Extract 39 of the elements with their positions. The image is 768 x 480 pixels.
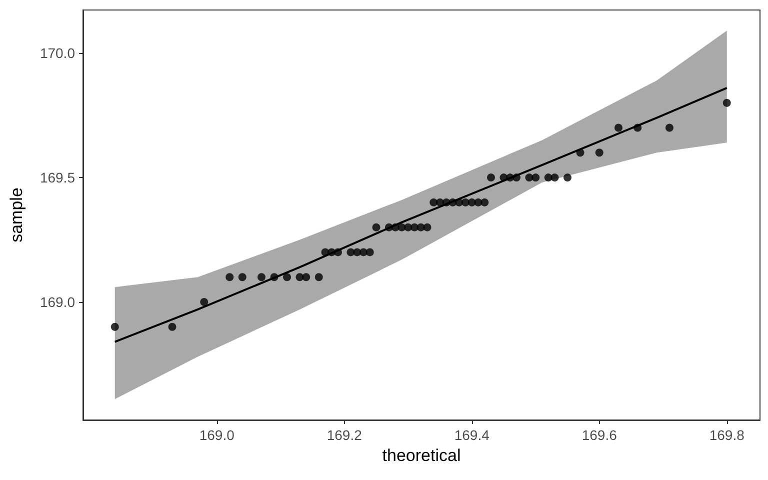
point bbox=[532, 174, 540, 182]
point bbox=[634, 124, 642, 132]
point bbox=[302, 273, 310, 282]
x-tick-label: 169.2 bbox=[326, 427, 362, 443]
point bbox=[595, 148, 604, 157]
x-tick-label: 169.6 bbox=[582, 427, 618, 443]
point bbox=[258, 273, 266, 282]
point bbox=[270, 273, 278, 282]
point bbox=[334, 248, 342, 256]
point bbox=[372, 223, 380, 232]
point bbox=[238, 273, 246, 282]
point bbox=[200, 298, 208, 306]
point bbox=[722, 98, 731, 107]
point bbox=[436, 198, 444, 206]
y-axis-title: sample bbox=[7, 188, 26, 242]
x-tick-label: 169.4 bbox=[454, 427, 490, 443]
point bbox=[168, 322, 176, 331]
point bbox=[314, 273, 323, 282]
point bbox=[283, 273, 291, 282]
point bbox=[563, 174, 572, 182]
y-tick-label: 170.0 bbox=[40, 45, 76, 62]
point bbox=[576, 148, 584, 157]
x-tick-label: 169.0 bbox=[199, 427, 235, 443]
x-axis-title: theoretical bbox=[382, 446, 461, 465]
y-tick-label: 169.5 bbox=[40, 170, 76, 186]
point bbox=[550, 174, 559, 182]
x-tick-label: 169.8 bbox=[709, 427, 745, 443]
line-series bbox=[114, 86, 728, 343]
point bbox=[512, 174, 520, 182]
point bbox=[423, 223, 432, 232]
point bbox=[665, 124, 674, 132]
point bbox=[110, 322, 119, 331]
point bbox=[480, 198, 489, 206]
point bbox=[486, 174, 495, 182]
point bbox=[226, 273, 234, 282]
point bbox=[366, 248, 374, 256]
point bbox=[461, 198, 470, 206]
point bbox=[614, 124, 622, 132]
y-tick-label: 169.0 bbox=[40, 294, 76, 310]
